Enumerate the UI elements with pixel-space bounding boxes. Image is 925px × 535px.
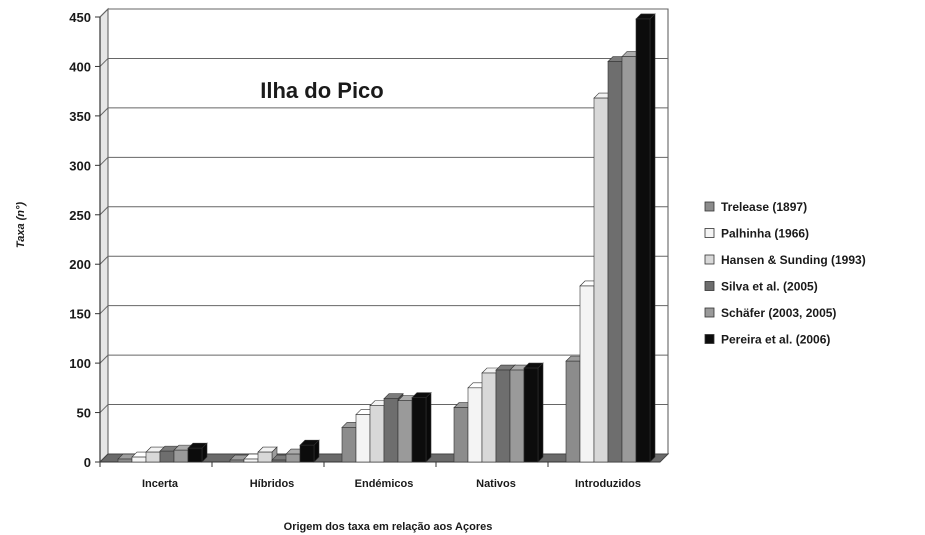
bar-front bbox=[397, 400, 413, 463]
bar bbox=[187, 442, 208, 463]
legend-swatch bbox=[704, 201, 715, 212]
bar-front bbox=[229, 459, 245, 463]
bar-group bbox=[117, 13, 656, 463]
bar bbox=[635, 13, 656, 463]
bar-front bbox=[243, 458, 259, 463]
bar-side bbox=[425, 391, 432, 463]
bar-front bbox=[453, 407, 469, 463]
y-tick-label: 100 bbox=[69, 356, 91, 371]
bar-front bbox=[355, 414, 371, 463]
gridline-depth bbox=[99, 8, 109, 18]
legend: Trelease (1897) Palhinha (1966) Hansen & S… bbox=[704, 200, 866, 347]
y-tick-label: 300 bbox=[69, 158, 91, 173]
bar-front bbox=[299, 444, 315, 463]
y-tick-labels: 0 50 100 150 200 250 300 350 400 450 bbox=[69, 10, 91, 470]
legend-swatch bbox=[704, 334, 715, 344]
bar-front bbox=[257, 451, 273, 463]
plot-side-wall bbox=[99, 7, 109, 464]
bar-front bbox=[467, 387, 483, 463]
y-tick-label: 150 bbox=[69, 307, 91, 322]
legend-label: Palhinha (1966) bbox=[721, 227, 809, 241]
legend-label: Pereira et al. (2006) bbox=[721, 333, 830, 347]
legend-swatch bbox=[704, 307, 715, 318]
bar bbox=[299, 439, 320, 463]
gridline-depth bbox=[99, 156, 109, 166]
bar-front bbox=[145, 451, 161, 463]
bar-side bbox=[537, 362, 544, 463]
bar-front bbox=[523, 367, 539, 463]
gridline-depth bbox=[99, 305, 109, 315]
x-category-labels: Incerta Híbridos Endémicos Nativos Introduzi… bbox=[142, 478, 641, 490]
y-tick-label: 0 bbox=[84, 455, 91, 470]
x-category-label: Introduzidos bbox=[575, 478, 641, 490]
y-tick-label: 250 bbox=[69, 208, 91, 223]
bar-front bbox=[481, 372, 497, 463]
gridline-depth bbox=[99, 206, 109, 216]
bar-front bbox=[341, 427, 357, 463]
x-axis-label: Origem dos taxa em relação aos Açores bbox=[284, 521, 493, 533]
x-category-label: Híbridos bbox=[250, 478, 295, 490]
gridline-depth bbox=[99, 255, 109, 265]
bar-front bbox=[509, 369, 525, 463]
legend-label: Trelease (1897) bbox=[721, 200, 807, 214]
legend-swatch bbox=[704, 254, 715, 265]
bar-front bbox=[271, 459, 287, 463]
legend-item: Silva et al. (2005) bbox=[704, 280, 818, 294]
legend-item: Palhinha (1966) bbox=[704, 227, 809, 241]
legend-item: Pereira et al. (2006) bbox=[704, 333, 830, 347]
bar bbox=[523, 362, 544, 463]
bar-front bbox=[495, 369, 511, 463]
y-tick-label: 50 bbox=[77, 406, 91, 421]
legend-swatch bbox=[704, 281, 715, 291]
legend-item: Trelease (1897) bbox=[704, 200, 807, 214]
bar bbox=[411, 391, 432, 463]
bar-front bbox=[621, 56, 637, 463]
bar-front bbox=[565, 360, 581, 463]
gridline-depth bbox=[99, 58, 109, 67]
x-category-label: Nativos bbox=[476, 478, 516, 490]
legend-item: Schäfer (2003, 2005) bbox=[704, 306, 836, 320]
bar-front bbox=[607, 61, 623, 463]
bar-front bbox=[593, 97, 609, 463]
y-tick-label: 200 bbox=[69, 257, 91, 272]
bar-side bbox=[649, 13, 656, 463]
bar-front bbox=[411, 397, 427, 463]
legend-label: Silva et al. (2005) bbox=[721, 280, 818, 294]
bar-front bbox=[285, 453, 301, 463]
gridline-depth bbox=[99, 404, 109, 413]
bar bbox=[257, 446, 278, 463]
bar-front bbox=[159, 450, 175, 463]
bar-front bbox=[579, 285, 595, 463]
y-tick-label: 350 bbox=[69, 109, 91, 124]
bar-front bbox=[383, 398, 399, 463]
gridline-depth bbox=[99, 354, 109, 364]
gridline-depth bbox=[99, 107, 109, 117]
bar-front bbox=[173, 449, 189, 463]
bar-front bbox=[369, 405, 385, 463]
bar-front bbox=[117, 458, 133, 463]
bar-front bbox=[635, 18, 651, 463]
chart-title: Ilha do Pico bbox=[260, 78, 383, 103]
x-category-label: Incerta bbox=[142, 478, 179, 490]
bar-front bbox=[131, 456, 147, 463]
y-tick-label: 400 bbox=[69, 59, 91, 74]
legend-label: Schäfer (2003, 2005) bbox=[721, 306, 836, 320]
y-tick-label: 450 bbox=[69, 10, 91, 25]
legend-label: Hansen & Sunding (1993) bbox=[721, 253, 866, 267]
legend-swatch bbox=[704, 228, 715, 238]
y-axis-label: Taxa (n°) bbox=[15, 202, 27, 249]
x-category-label: Endémicos bbox=[355, 478, 414, 490]
legend-item: Hansen & Sunding (1993) bbox=[704, 253, 866, 267]
bar-front bbox=[187, 447, 203, 463]
